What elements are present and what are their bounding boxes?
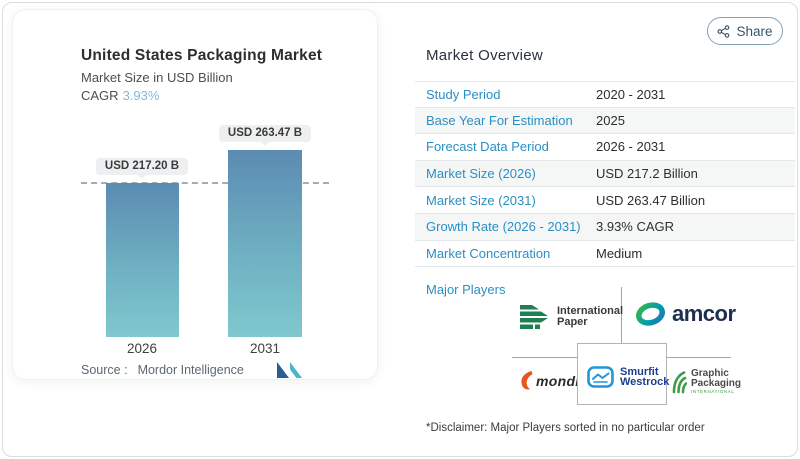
logo-amcor: amcor (636, 301, 736, 327)
logo-graphic-packaging: Graphic Packaging INTERNATIONAL (671, 369, 741, 394)
logo-smurfit-westrock: Smurfit Westrock (587, 366, 669, 388)
graphic-packaging-wordmark: Graphic Packaging INTERNATIONAL (691, 368, 742, 394)
bar-2026[interactable] (106, 183, 179, 337)
table-row: Base Year For Estimation 2025 (415, 107, 795, 135)
chart-subtitle: Market Size in USD Billion (81, 70, 233, 85)
share-nodes-icon (717, 24, 730, 38)
bar-2031[interactable] (228, 150, 302, 337)
table-row: Market Size (2026) USD 217.2 Billion (415, 160, 795, 188)
logo-mondi: mondi (519, 370, 580, 391)
international-paper-icon (520, 305, 548, 329)
chart-card: United States Packaging Market Market Si… (12, 9, 378, 380)
mondi-wordmark: mondi (536, 372, 580, 389)
row-value: 2020 - 2031 (596, 86, 666, 102)
chart-title: United States Packaging Market (81, 47, 323, 64)
row-value: 2025 (596, 112, 625, 128)
share-button[interactable]: Share (707, 17, 783, 45)
cagr-value: 3.93% (122, 88, 160, 103)
chart-cagr: CAGR 3.93% (81, 88, 159, 103)
row-label: Base Year For Estimation (426, 112, 573, 128)
amcor-icon (636, 302, 665, 326)
bar-label-2026: USD 217.20 B (95, 158, 189, 175)
row-label: Market Concentration (426, 245, 551, 261)
row-label: Market Size (2026) (426, 166, 536, 182)
row-label: Forecast Data Period (426, 139, 549, 155)
smurfit-westrock-wordmark: Smurfit Westrock (620, 365, 670, 388)
table-row: Forecast Data Period 2026 - 2031 (415, 134, 795, 161)
x-tick-2026: 2026 (126, 341, 158, 356)
mordor-intelligence-logo-icon (277, 362, 302, 378)
row-label: Growth Rate (2026 - 2031) (426, 219, 581, 235)
row-value: USD 217.2 Billion (596, 166, 698, 182)
reference-dashed-line (81, 182, 329, 184)
disclaimer-text: *Disclaimer: Major Players sorted in no … (426, 422, 705, 434)
table-row: Market Concentration Medium (415, 241, 795, 268)
international-paper-wordmark: International Paper (557, 305, 624, 328)
table-row: Study Period 2020 - 2031 (415, 81, 795, 108)
row-value: 2026 - 2031 (596, 139, 666, 155)
players-grid-horizontal-divider-left (512, 357, 577, 358)
players-grid-vertical-divider (621, 287, 622, 343)
row-label: Market Size (2031) (426, 192, 536, 208)
row-value: USD 263.47 Billion (596, 192, 706, 208)
smurfit-westrock-cell-box (577, 343, 667, 405)
share-button-label: Share (736, 23, 773, 39)
logo-international-paper: International Paper (519, 304, 623, 330)
players-grid-horizontal-divider-right (667, 357, 731, 358)
bar-label-2031: USD 263.47 B (218, 125, 312, 142)
smurfit-westrock-icon (587, 366, 614, 388)
cagr-label: CAGR (81, 88, 119, 103)
row-value: Medium (596, 245, 643, 261)
overview-title: Market Overview (426, 47, 544, 64)
mondi-icon (521, 371, 533, 390)
graphic-packaging-icon (672, 370, 687, 393)
table-row: Growth Rate (2026 - 2031) 3.93% CAGR (415, 213, 795, 241)
row-label: Study Period (426, 86, 501, 102)
overview-table: Study Period 2020 - 2031 Base Year For E… (415, 81, 795, 268)
source-line: Source : Mordor Intelligence (81, 363, 244, 377)
amcor-wordmark: amcor (672, 301, 736, 326)
source-label: Source : (81, 363, 128, 377)
table-row: Market Size (2031) USD 263.47 Billion (415, 187, 795, 214)
x-tick-2031: 2031 (249, 341, 281, 356)
major-players-label: Major Players (426, 282, 506, 297)
source-value: Mordor Intelligence (137, 363, 244, 377)
row-value: 3.93% CAGR (596, 219, 675, 235)
